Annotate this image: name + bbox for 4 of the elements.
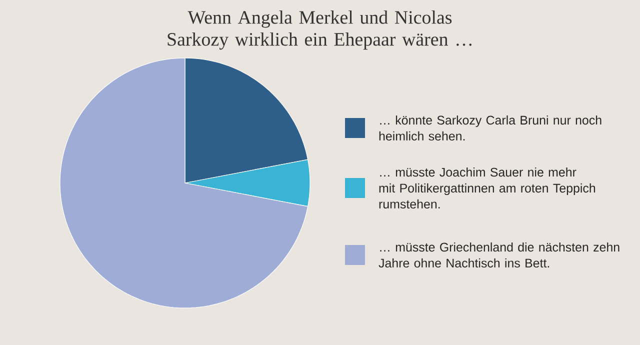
legend-label: … müsste Griechenland die nächsten zehn Jahre ohne Nachtisch ins Bett. bbox=[378, 242, 620, 268]
legend-label: … müsste Joachim Sauer nie mehr mit Politikergattinnen am roten Teppich rumstehen. bbox=[379, 167, 596, 209]
legend-label: … könnte Sarkozy Carla Bruni nur noch heimlich sehen. bbox=[379, 115, 602, 141]
chart-title: Wenn Angela Merkel und Nicolas Sarkozy wirklich ein Ehepaar wären … bbox=[168, 10, 472, 50]
